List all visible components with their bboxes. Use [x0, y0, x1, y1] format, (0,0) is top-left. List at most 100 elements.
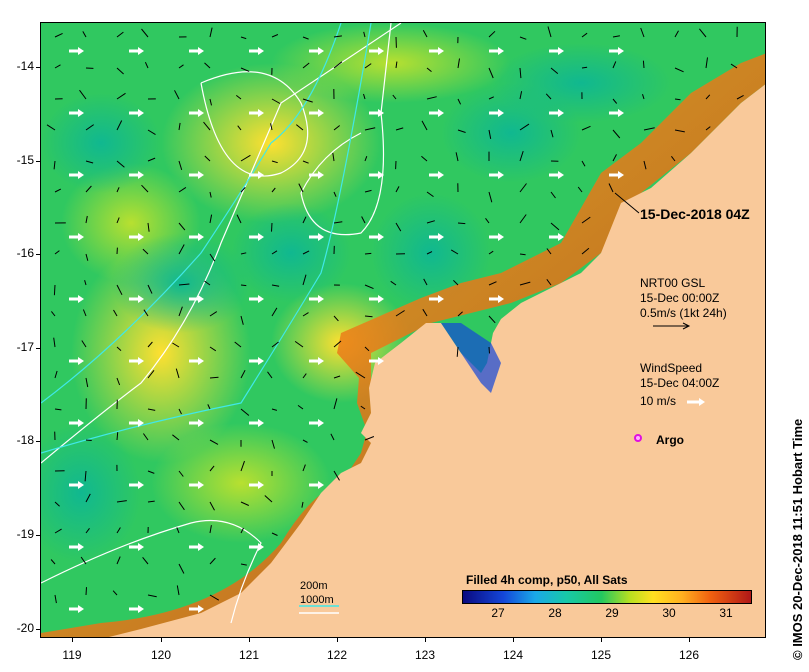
current-arrow [550, 191, 556, 199]
wind-arrow [309, 295, 324, 303]
x-tick-label: 126 [678, 648, 700, 662]
current-arrow [50, 559, 56, 565]
current-arrow [390, 280, 397, 286]
current-arrow [141, 184, 149, 193]
y-tick-label: -14 [16, 59, 34, 73]
sst-map-panel[interactable] [40, 22, 766, 638]
x-tick-mark [249, 638, 250, 642]
argo-float-icon[interactable] [634, 434, 642, 442]
current-arrow [297, 404, 304, 410]
current-arrow [209, 439, 219, 445]
current-arrow [302, 274, 307, 286]
current-arrow [364, 189, 372, 193]
current-arrow [267, 371, 273, 379]
current-arrow [237, 125, 242, 131]
wind-title: WindSpeed [640, 361, 703, 375]
x-tick-mark [72, 638, 73, 642]
y-tick-label: -16 [16, 246, 34, 260]
wind-arrow [309, 233, 324, 241]
current-arrow [178, 470, 184, 477]
current-arrow [240, 527, 244, 534]
current-arrow [519, 36, 527, 40]
current-arrow [204, 155, 211, 162]
current-arrow [176, 585, 180, 596]
current-arrow [426, 96, 437, 100]
current-arrow [423, 278, 428, 286]
current-arrow [271, 160, 278, 164]
x-tick-mark [337, 638, 338, 642]
current-arrow [204, 62, 211, 69]
current-arrow [116, 120, 123, 131]
current-arrow [364, 127, 376, 131]
wind-arrow [189, 295, 204, 303]
current-arrow [705, 57, 708, 69]
y-tick-mark [36, 441, 40, 442]
current-arrow [112, 590, 118, 596]
current-arrow [178, 283, 190, 286]
wind-arrow [549, 233, 564, 241]
current-arrow [178, 122, 181, 131]
wind-arrow [429, 171, 444, 179]
current-arrow [333, 35, 342, 38]
current-arrow [147, 369, 155, 379]
current-arrow [240, 36, 247, 40]
current-arrow [53, 160, 56, 170]
current-arrow [333, 61, 343, 69]
wind-time: 15-Dec 04:00Z [640, 376, 720, 390]
wind-arrow [69, 419, 84, 427]
current-arrow [395, 222, 402, 232]
current-arrow [294, 340, 304, 348]
current-arrow [488, 250, 494, 255]
wind-arrow [249, 233, 264, 241]
current-arrow [699, 28, 707, 38]
current-arrow [85, 493, 91, 503]
colorbar-tick: 28 [548, 606, 562, 620]
wind-arrow [309, 109, 324, 117]
current-arrow [178, 306, 183, 317]
current-arrow [116, 217, 120, 224]
wind-arrow [609, 171, 624, 179]
current-arrow [455, 152, 459, 162]
y-tick-mark [36, 348, 40, 349]
current-arrow [333, 375, 341, 379]
current-arrow [54, 528, 62, 534]
wind-arrow [309, 357, 324, 365]
current-arrow [144, 61, 149, 69]
y-tick-label: -17 [16, 340, 34, 354]
current-arrow [547, 26, 552, 38]
current-arrow [116, 556, 121, 565]
current-arrow [209, 376, 219, 379]
wind-arrow [69, 605, 84, 613]
current-arrow [450, 249, 459, 255]
current-arrow [581, 125, 591, 131]
wind-arrow [189, 605, 204, 613]
wind-arrow [129, 481, 144, 489]
current-arrow [147, 500, 155, 503]
wind-arrow [309, 481, 324, 489]
current-arrow [485, 218, 490, 224]
current-arrow [674, 30, 679, 38]
current-arrow [301, 501, 304, 508]
wind-arrow [249, 419, 264, 427]
sst-colorbar [462, 590, 752, 604]
current-arrow [426, 191, 434, 198]
wind-arrow [549, 109, 564, 117]
current-arrow [546, 248, 552, 255]
current-arrow [116, 377, 121, 386]
current-arrow [457, 58, 460, 69]
wind-arrow [429, 109, 444, 117]
wind-arrow [309, 47, 324, 55]
current-arrow [147, 222, 150, 232]
current-arrow [271, 250, 278, 255]
current-arrow [240, 252, 247, 255]
current-arrow [209, 191, 212, 198]
x-tick-label: 124 [502, 648, 524, 662]
current-arrow [79, 89, 87, 100]
current-arrow [85, 587, 87, 596]
current-arrow [426, 220, 435, 224]
wind-arrow [69, 295, 84, 303]
current-arrow [271, 222, 273, 232]
current-arrow [643, 160, 647, 170]
current-arrow [488, 315, 496, 324]
wind-arrow [129, 47, 144, 55]
